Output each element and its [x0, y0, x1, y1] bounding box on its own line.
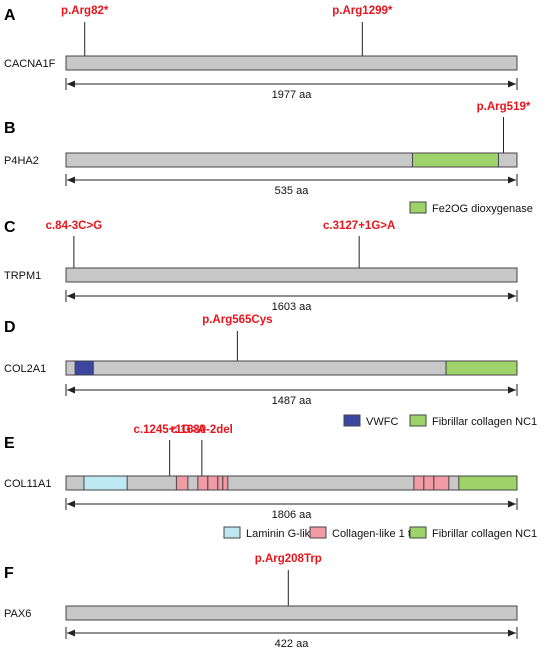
- domain-fe2og-dioxygenase: [411, 152, 499, 168]
- panel-a: A CACNA1F p.Arg82* p.Arg1299* 1977 aa: [4, 5, 518, 101]
- protein-bar: [65, 475, 518, 491]
- length-label: 422 aa: [275, 638, 310, 650]
- legend-label: Collagen-like 1 to 8: [332, 528, 426, 540]
- protein-bar: [65, 267, 518, 283]
- arrowhead-right-icon: [508, 292, 516, 300]
- domain-collagen-like-1-to-8: [207, 475, 219, 491]
- gene-name: PAX6: [4, 608, 31, 620]
- domain-fibrillar-collagen-nc1: [458, 475, 518, 491]
- variant-label: p.Arg519*: [477, 101, 531, 113]
- protein-bar: [65, 152, 518, 168]
- domain-collagen-like-1-to-8: [222, 475, 229, 491]
- legend-swatch: [409, 201, 427, 214]
- domain-vwfc: [74, 360, 94, 376]
- panel-letter: E: [4, 435, 15, 452]
- variant-label: c.84-3C>G: [46, 220, 103, 232]
- gene-name: P4HA2: [4, 155, 39, 167]
- legend-label: Fibrillar collagen NC1: [432, 416, 537, 428]
- arrowhead-left-icon: [67, 629, 75, 637]
- length-label: 1603 aa: [272, 301, 313, 313]
- length-label: 1806 aa: [272, 509, 313, 521]
- panel-d: D COL2A1 p.Arg565Cys 1487 aa VWFC Fibrillar c…: [4, 314, 537, 428]
- arrowhead-right-icon: [508, 176, 516, 184]
- protein-bar: [65, 55, 518, 71]
- panel-b: B P4HA2 p.Arg519* 535 aa Fe2OG dioxygenase: [4, 101, 533, 215]
- gene-name: COL11A1: [4, 478, 52, 490]
- legend-label: Fibrillar collagen NC1: [432, 528, 537, 540]
- domain-collagen-like-1-to-8: [413, 475, 425, 491]
- legend-swatch: [409, 414, 427, 427]
- domain-collagen-like-1-to-8: [217, 475, 224, 491]
- variant-label: c.3127+1G>A: [323, 220, 395, 232]
- domain-collagen-like-1-to-8: [175, 475, 189, 491]
- arrowhead-left-icon: [67, 500, 75, 508]
- domain-laminin-g-like: [83, 475, 128, 491]
- domain-collagen-like-1-to-8: [433, 475, 450, 491]
- arrowhead-right-icon: [508, 386, 516, 394]
- variant-label: p.Arg565Cys: [202, 314, 272, 326]
- panel-f: F PAX6 p.Arg208Trp 422 aa: [4, 553, 518, 650]
- panel-e: E COL11A1 c.1245+1G>Ac.1630-2del 1806 aa Lam…: [4, 424, 537, 540]
- panel-letter: B: [4, 120, 16, 137]
- legend-label: Fe2OG dioxygenase: [432, 203, 533, 215]
- length-label: 535 aa: [275, 185, 310, 197]
- legend-label: Laminin G-like: [246, 528, 316, 540]
- variant-label: p.Arg1299*: [332, 5, 393, 17]
- panel-letter: F: [4, 565, 14, 582]
- arrowhead-left-icon: [67, 292, 75, 300]
- arrowhead-left-icon: [67, 176, 75, 184]
- legend-swatch: [309, 526, 327, 539]
- panel-letter: D: [4, 319, 16, 336]
- panel-letter: C: [4, 219, 16, 236]
- protein-bar: [65, 605, 518, 621]
- variant-label: c.1245+1G>A: [134, 424, 206, 436]
- domain-fibrillar-collagen-nc1: [445, 360, 518, 376]
- length-label: 1977 aa: [272, 89, 313, 101]
- gene-name: TRPM1: [4, 270, 41, 282]
- arrowhead-right-icon: [508, 629, 516, 637]
- variant-label: c.1630-2del: [171, 424, 233, 436]
- legend-swatch: [223, 526, 241, 539]
- legend-swatch: [343, 414, 361, 427]
- length-label: 1487 aa: [272, 395, 313, 407]
- gene-name: CACNA1F: [4, 58, 56, 70]
- arrowhead-right-icon: [508, 80, 516, 88]
- arrowhead-right-icon: [508, 500, 516, 508]
- arrowhead-left-icon: [67, 80, 75, 88]
- panel-letter: A: [4, 7, 16, 24]
- variant-label: p.Arg208Trp: [255, 553, 322, 565]
- panel-c: C TRPM1 c.84-3C>G c.3127+1G>A 1603 aa: [4, 219, 518, 313]
- arrowhead-left-icon: [67, 386, 75, 394]
- domain-collagen-like-1-to-8: [423, 475, 435, 491]
- domain-collagen-like-1-to-8: [197, 475, 209, 491]
- legend-label: VWFC: [366, 416, 398, 428]
- gene-name: COL2A1: [4, 363, 46, 375]
- variant-label: p.Arg82*: [61, 5, 109, 17]
- legend-swatch: [409, 526, 427, 539]
